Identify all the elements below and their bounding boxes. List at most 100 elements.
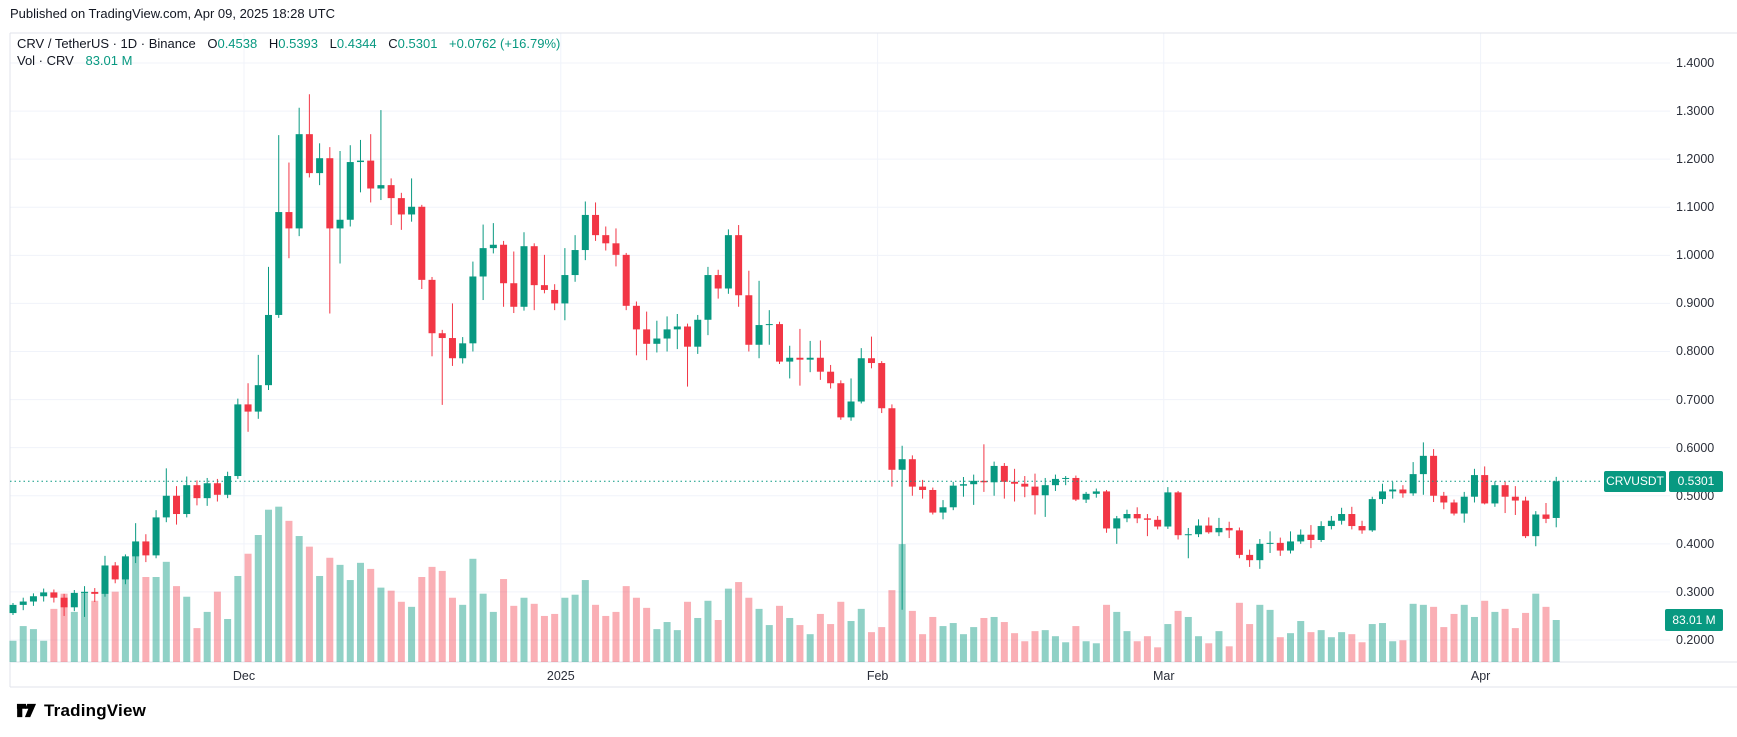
candle-body xyxy=(1205,525,1213,533)
candle-body xyxy=(142,541,150,556)
volume-bar xyxy=(827,624,835,662)
volume-bar xyxy=(1440,627,1448,662)
candle-body xyxy=(1481,475,1489,504)
volume-bar xyxy=(1307,632,1315,662)
volume-bar xyxy=(724,588,732,662)
candle-body xyxy=(653,338,661,344)
volume-bar xyxy=(1317,630,1325,662)
chart-legend: CRV / TetherUS · 1D · Binance O0.4538 H0… xyxy=(17,36,560,51)
candle-body xyxy=(408,206,416,215)
price-axis-label: 0.2000 xyxy=(1676,632,1715,647)
volume-bar xyxy=(1389,641,1397,662)
candle-body xyxy=(1143,518,1151,520)
volume-bar xyxy=(479,593,487,662)
candle-body xyxy=(9,604,17,614)
price-axis-label: 1.0000 xyxy=(1676,248,1715,263)
volume-bar xyxy=(1256,604,1264,662)
candle-body xyxy=(949,485,957,508)
last-price-symbol-badge: CRVUSDT xyxy=(1604,470,1666,492)
volume-bar xyxy=(755,608,763,662)
volume-bar xyxy=(684,601,692,662)
volume-bar xyxy=(530,603,538,662)
volume-bar xyxy=(1195,636,1203,662)
volume-bar xyxy=(1164,624,1172,662)
tradingview-logo[interactable]: TradingView xyxy=(16,700,146,721)
volume-bar xyxy=(173,586,181,662)
price-axis-label: 0.5000 xyxy=(1676,488,1715,503)
volume-bar xyxy=(60,593,68,662)
volume-bar xyxy=(254,535,262,662)
candle-body xyxy=(1419,455,1427,475)
close-value: 0.5301 xyxy=(397,36,438,51)
price-axis-label: 1.2000 xyxy=(1676,152,1715,167)
open-label: O xyxy=(207,36,218,51)
candle-body xyxy=(1041,485,1049,496)
candle-body xyxy=(1113,518,1121,529)
candle-body xyxy=(1348,514,1356,527)
volume-bar xyxy=(714,620,722,662)
volume-bar xyxy=(183,596,191,662)
price-axis-label: 0.9000 xyxy=(1676,296,1715,311)
volume-bar xyxy=(888,590,896,662)
candle-body xyxy=(867,358,875,364)
volume-bar xyxy=(91,600,99,662)
volume-bar xyxy=(765,625,773,662)
volume-bar xyxy=(1399,640,1407,662)
volume-bar xyxy=(265,509,272,662)
candle-body xyxy=(1338,514,1346,521)
candle-body xyxy=(1051,478,1059,486)
candle-body xyxy=(1031,486,1039,496)
candle-body xyxy=(520,246,528,307)
volume-bar xyxy=(1276,637,1284,662)
candle-body xyxy=(316,158,324,174)
candle-body xyxy=(367,160,375,189)
candle-body xyxy=(1266,542,1274,544)
volume-bar xyxy=(1481,600,1489,662)
candle-body xyxy=(571,250,579,276)
volume-value: 83.01 M xyxy=(85,53,133,68)
volume-bar xyxy=(745,597,753,662)
volume-bar xyxy=(510,605,518,662)
volume-bar xyxy=(19,626,27,662)
candle-body xyxy=(970,480,978,485)
volume-bar xyxy=(1338,632,1346,662)
price-axis-label: 1.4000 xyxy=(1676,56,1715,70)
candle-body xyxy=(275,212,283,315)
candle-body xyxy=(735,235,743,296)
volume-bar xyxy=(448,597,456,662)
candle-body xyxy=(806,357,814,360)
candle-body xyxy=(60,597,68,608)
candle-body xyxy=(990,465,998,483)
volume-bar xyxy=(806,634,814,662)
volume-bar xyxy=(142,576,150,662)
volume-bar xyxy=(704,600,712,662)
candle-body xyxy=(1195,525,1203,535)
volume-bar xyxy=(653,629,661,662)
time-axis-label: Dec xyxy=(232,669,256,683)
candle-body xyxy=(1011,481,1019,484)
volume-bar xyxy=(1460,604,1468,662)
volume-bar xyxy=(428,566,436,662)
volume-bar xyxy=(1225,646,1233,662)
candle-body xyxy=(295,134,303,229)
candle-body xyxy=(469,276,477,344)
change-value: +0.0762 (+16.79%) xyxy=(449,36,561,51)
volume-bar xyxy=(326,557,334,662)
volume-bar xyxy=(285,520,293,662)
volume-bar xyxy=(1184,616,1192,662)
candle-body xyxy=(1368,499,1376,531)
volume-bar xyxy=(561,597,569,662)
candle-body xyxy=(203,483,211,499)
candle-body xyxy=(1021,483,1029,487)
candle-body xyxy=(540,285,548,290)
candle-body xyxy=(305,134,313,174)
candle-body xyxy=(1225,527,1233,531)
candle-body xyxy=(581,214,589,251)
volume-bar xyxy=(1409,603,1417,662)
volume-bar xyxy=(1205,643,1213,662)
candle-body xyxy=(980,480,988,483)
candle-body xyxy=(479,248,487,277)
volume-bar xyxy=(152,576,160,662)
volume-bar xyxy=(367,568,375,662)
